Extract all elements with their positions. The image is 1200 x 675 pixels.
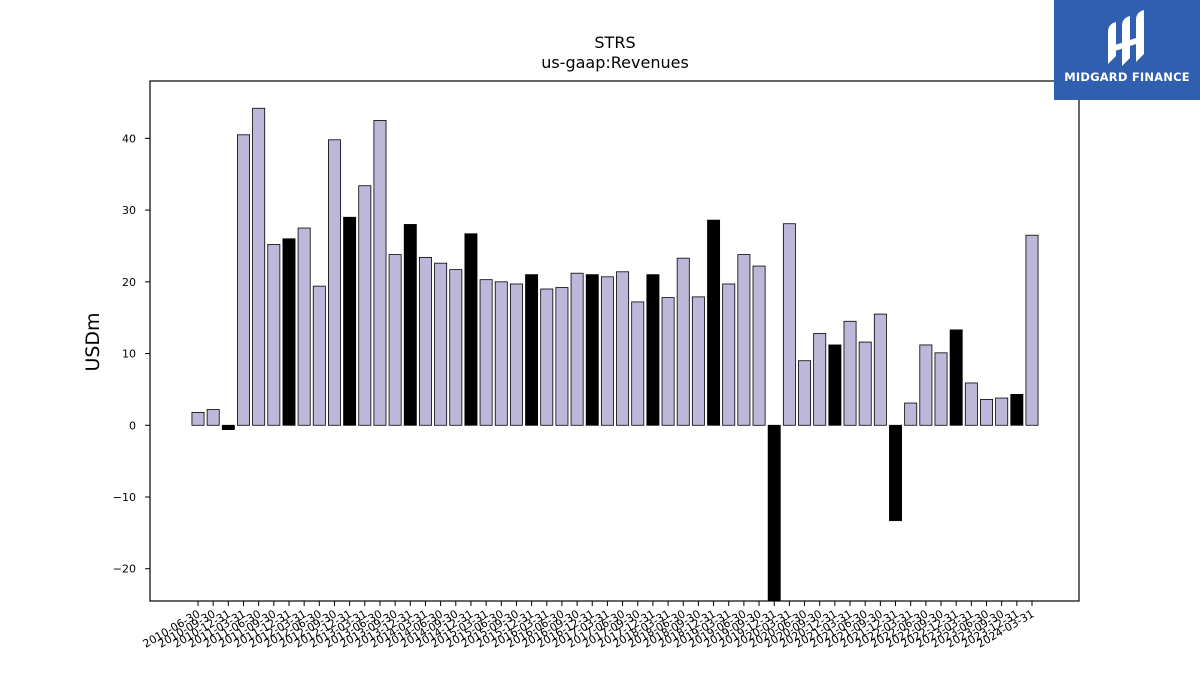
y-tick-label: 30 xyxy=(122,204,136,217)
bar-2014-06-30 xyxy=(434,262,448,426)
bar-2021-12-31 xyxy=(889,424,902,522)
bar-2010-09-30 xyxy=(206,409,220,426)
bar-2011-03-31 xyxy=(237,134,250,426)
bar-2020-12-31 xyxy=(828,344,842,426)
bar-2015-03-31 xyxy=(479,279,493,426)
bar-2020-09-30 xyxy=(813,333,827,426)
bar-2017-06-30 xyxy=(616,271,630,426)
y-tick-label: 20 xyxy=(122,276,136,289)
bar-2010-06-30 xyxy=(191,411,205,426)
bar-2022-12-31 xyxy=(949,329,963,426)
bar-2018-09-30 xyxy=(691,296,705,426)
bar-2011-06-30 xyxy=(252,107,266,426)
bar-2013-03-31 xyxy=(358,185,372,426)
y-tick-label: −20 xyxy=(113,563,136,576)
bar-2023-09-30 xyxy=(995,397,1009,426)
brand-mark-icon xyxy=(1108,10,1144,66)
y-tick-label: −10 xyxy=(113,491,136,504)
bar-2016-03-31 xyxy=(540,288,554,426)
bar-2014-09-30 xyxy=(449,269,463,426)
y-axis-label: USDm xyxy=(82,312,104,371)
y-tick-label: 40 xyxy=(122,132,136,145)
bar-2016-09-30 xyxy=(570,272,584,426)
bar-2017-03-31 xyxy=(600,276,614,426)
bar-2023-12-31 xyxy=(1010,394,1024,426)
bar-2019-12-31 xyxy=(767,424,781,602)
bar-2012-06-30 xyxy=(312,285,326,426)
y-tick-label: 0 xyxy=(129,419,136,432)
bar-2020-03-31 xyxy=(782,223,796,426)
bar-2017-12-31 xyxy=(646,274,660,426)
chart-title: STRS xyxy=(594,33,635,52)
bar-2018-03-31 xyxy=(661,297,675,426)
bar-2016-12-31 xyxy=(585,274,599,426)
bar-2019-06-30 xyxy=(737,254,751,426)
bar-2015-06-30 xyxy=(494,281,508,426)
bars-group xyxy=(191,107,1039,602)
bar-2013-09-30 xyxy=(388,254,402,426)
bar-2011-12-31 xyxy=(282,238,296,426)
brand-logo: MIDGARD FINANCE xyxy=(1054,0,1200,100)
bar-2022-09-30 xyxy=(934,352,948,426)
chart-subtitle: us-gaap:Revenues xyxy=(541,53,689,72)
y-tick-label: 10 xyxy=(122,348,136,361)
bar-2017-09-30 xyxy=(631,301,645,426)
bar-2016-06-30 xyxy=(555,287,569,426)
bar-2021-06-30 xyxy=(858,341,872,426)
bar-2018-12-31 xyxy=(707,219,721,426)
bar-2013-12-31 xyxy=(403,224,417,426)
bar-2010-12-31 xyxy=(221,424,235,430)
bar-2020-06-30 xyxy=(798,360,812,426)
bar-2015-09-30 xyxy=(509,283,523,426)
bar-2024-03-31 xyxy=(1025,234,1039,426)
bar-2018-06-30 xyxy=(676,257,690,426)
bar-2012-09-30 xyxy=(328,139,341,426)
bar-2012-12-31 xyxy=(343,216,357,426)
bar-2022-06-30 xyxy=(919,344,933,426)
bar-2023-06-30 xyxy=(980,399,993,426)
brand-name: MIDGARD FINANCE xyxy=(1064,70,1190,84)
bar-2014-03-31 xyxy=(418,257,432,426)
bar-2015-12-31 xyxy=(525,274,539,426)
bar-2019-09-30 xyxy=(752,265,766,426)
bar-2014-12-31 xyxy=(464,233,478,426)
bar-2021-03-31 xyxy=(843,320,857,426)
plot-frame xyxy=(149,80,1080,602)
axes-group: −20−100102030402010-06-302010-09-302010-… xyxy=(113,132,1037,650)
bar-2011-09-30 xyxy=(267,244,281,426)
bar-2023-03-31 xyxy=(964,382,978,426)
bar-2022-03-31 xyxy=(904,402,918,426)
bar-2019-03-31 xyxy=(722,283,736,426)
bar-2021-09-30 xyxy=(873,313,887,426)
bar-2013-06-30 xyxy=(373,120,387,426)
bar-2012-03-31 xyxy=(297,227,311,426)
